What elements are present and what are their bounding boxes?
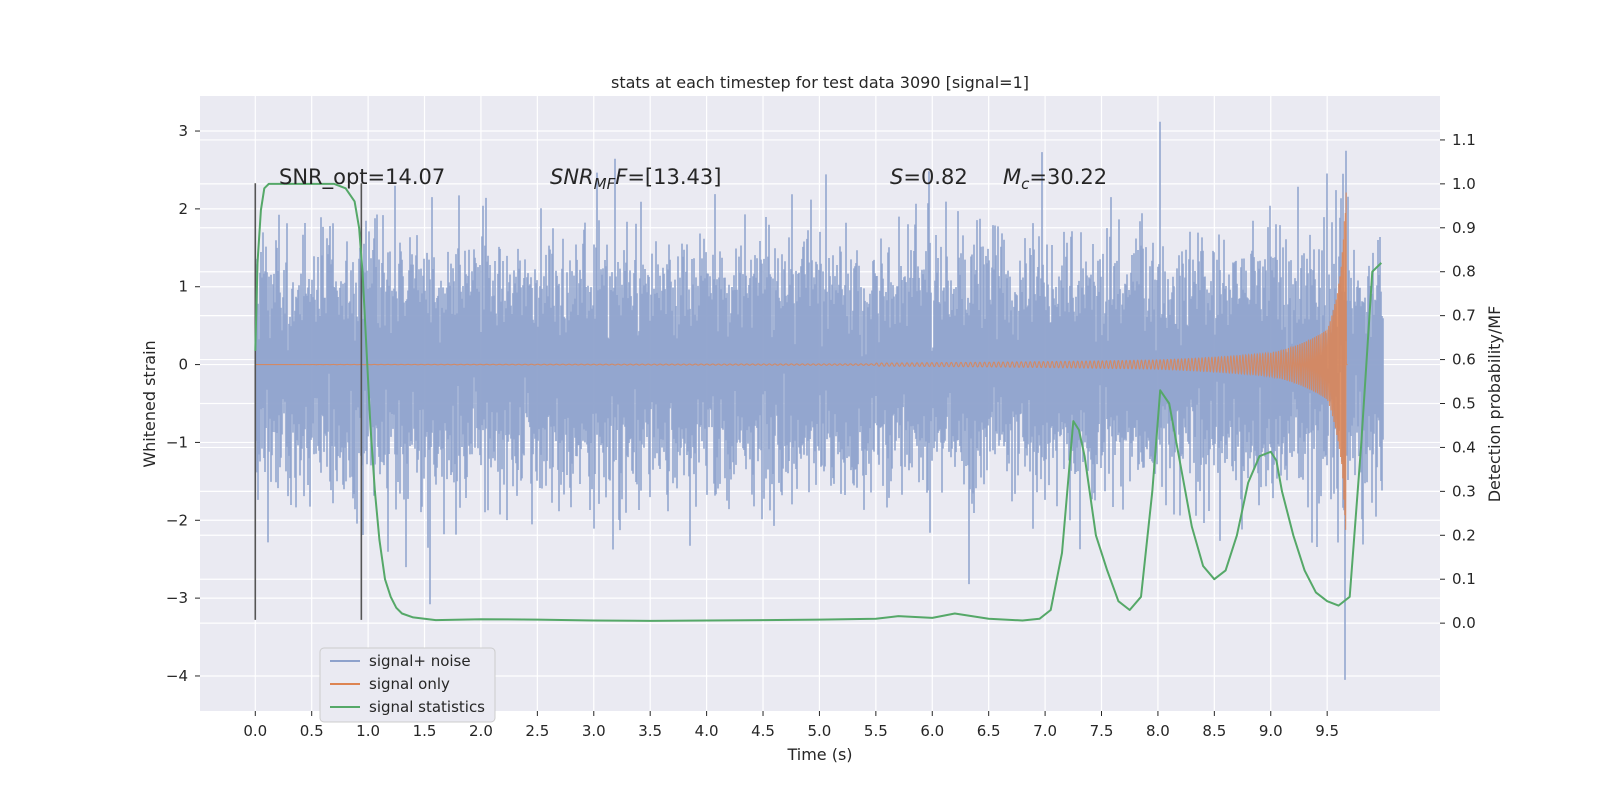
signal-only-trace — [255, 192, 1348, 530]
x-tick-label-12: 6.0 — [920, 722, 944, 740]
annotation-snr-mf-value: =[13.43] — [627, 165, 721, 189]
x-tick-label-16: 8.0 — [1146, 722, 1170, 740]
yr-tick-label-8: 0.8 — [1452, 263, 1476, 281]
x-tick-label-19: 9.5 — [1315, 722, 1339, 740]
x-tick-label-13: 6.5 — [977, 722, 1001, 740]
yr-tick-label-5: 0.5 — [1452, 395, 1476, 413]
x-tick-label-2: 1.0 — [356, 722, 380, 740]
yr-tick-label-0: 0.0 — [1452, 614, 1476, 632]
annotation-mc-symbol: M — [1003, 165, 1021, 189]
x-tick-label-8: 4.0 — [695, 722, 719, 740]
annotation-snr-mf: SNRMFF=[13.43] — [550, 165, 721, 193]
yl-tick-label-0: −4 — [166, 667, 188, 685]
x-tick-label-17: 8.5 — [1202, 722, 1226, 740]
x-tick-label-18: 9.0 — [1259, 722, 1283, 740]
chart-title: stats at each timestep for test data 309… — [611, 73, 1029, 92]
yr-tick-label-9: 0.9 — [1452, 219, 1476, 237]
x-tick-label-9: 4.5 — [751, 722, 775, 740]
x-axis-ticks: 0.0 0.5 1.0 1.5 2.0 2.5 3.0 3.5 4.0 4.5 5.0 5.5 6.0 6… — [243, 711, 1339, 740]
signal-statistics-line — [254, 182, 1382, 622]
yr-tick-label-11: 1.1 — [1452, 131, 1476, 149]
x-tick-label-15: 7.5 — [1090, 722, 1114, 740]
y-right-axis-ticks: 0.0 0.1 0.2 0.3 0.4 0.5 0.6 0.7 0.8 0.9 1.0 1.1 — [1440, 131, 1476, 632]
y-right-axis-label: Detection probability/MF — [1485, 306, 1504, 503]
yl-tick-label-1: −3 — [166, 589, 188, 607]
annotation-mc: Mc=30.22 — [1003, 165, 1107, 193]
x-tick-label-3: 1.5 — [413, 722, 437, 740]
yr-tick-label-4: 0.4 — [1452, 438, 1476, 456]
x-tick-label-0: 0.0 — [243, 722, 267, 740]
x-axis-label: Time (s) — [786, 745, 852, 764]
x-tick-label-1: 0.5 — [300, 722, 324, 740]
annotation-snr-opt: SNR_opt=14.07 — [279, 165, 445, 190]
yr-tick-label-1: 0.1 — [1452, 570, 1476, 588]
legend-label-signal-plus-noise: signal+ noise — [369, 652, 471, 670]
yl-tick-label-3: −1 — [166, 433, 188, 451]
legend-box — [319, 647, 496, 723]
yl-tick-label-6: 2 — [178, 200, 188, 218]
yl-tick-label-7: 3 — [178, 122, 188, 140]
x-tick-label-6: 3.0 — [582, 722, 606, 740]
yr-tick-label-3: 0.3 — [1452, 482, 1476, 500]
x-tick-label-11: 5.5 — [864, 722, 888, 740]
yl-tick-label-2: −2 — [166, 511, 188, 529]
x-tick-label-10: 5.0 — [808, 722, 832, 740]
x-tick-label-7: 3.5 — [638, 722, 662, 740]
annotation-s-value: =0.82 — [903, 165, 967, 189]
series-signal-statistics — [254, 182, 1382, 622]
yr-tick-label-10: 1.0 — [1452, 175, 1476, 193]
annotation-snr-mf-f: F — [615, 165, 628, 189]
y-left-axis-ticks: −4 −3 −2 −1 0 1 2 3 — [166, 122, 200, 685]
legend-label-signal-only: signal only — [369, 675, 450, 693]
yl-tick-label-5: 1 — [178, 278, 188, 296]
x-tick-label-4: 2.0 — [469, 722, 493, 740]
annotation-s: S=0.82 — [890, 165, 968, 189]
x-tick-label-5: 2.5 — [525, 722, 549, 740]
yr-tick-label-6: 0.6 — [1452, 351, 1476, 369]
annotation-s-symbol: S — [890, 165, 903, 189]
annotation-snr-mf-symbol: SNR — [550, 165, 594, 189]
annotation-mc-subscript: c — [1021, 175, 1030, 193]
y-left-axis-label: Whitened strain — [140, 340, 159, 467]
legend-label-signal-statistics: signal statistics — [369, 698, 485, 716]
x-tick-label-14: 7.0 — [1033, 722, 1057, 740]
legend: signal+ noise signal only signal statist… — [319, 647, 496, 723]
series-signal-only — [255, 192, 1348, 530]
yr-tick-label-2: 0.2 — [1452, 526, 1476, 544]
annotation-mc-value: =30.22 — [1029, 165, 1107, 189]
yl-tick-label-4: 0 — [178, 356, 188, 374]
yr-tick-label-7: 0.7 — [1452, 307, 1476, 325]
annotation-snr-mf-subscript: MF — [594, 175, 616, 193]
